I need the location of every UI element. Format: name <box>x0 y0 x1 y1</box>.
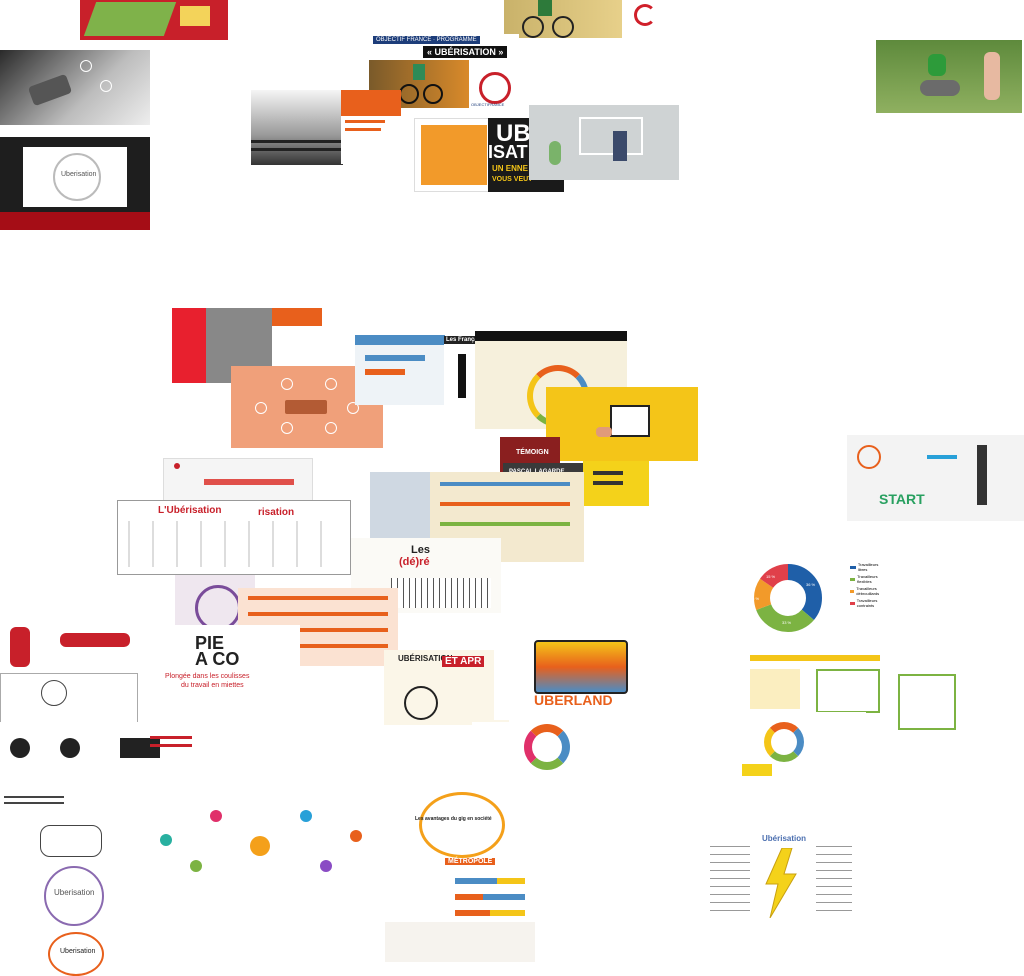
start-label: START <box>879 491 925 507</box>
banner-title: OBJECTIF FRANCE · PROGRAMME <box>373 36 480 44</box>
uberisation-bottom: Uberisation <box>60 948 96 955</box>
temoign-label: TÉMOIGN <box>516 449 549 456</box>
thumb-people-diagram[interactable] <box>0 722 192 792</box>
thumb-orange-book[interactable] <box>341 90 401 164</box>
donut-value-2: 33 % <box>782 620 792 625</box>
thumb-yellow-puzzle[interactable] <box>583 461 649 506</box>
avantages-title: Les avantages du gig en société <box>415 816 492 822</box>
legend-item: Travailleurs débrouillards <box>856 586 880 596</box>
thumb-gray-website[interactable] <box>163 458 313 502</box>
thumb-blue-infographic[interactable] <box>355 335 445 405</box>
thumb-hand-tech[interactable] <box>0 50 150 125</box>
book-sub: UN ENNE <box>492 164 529 173</box>
les-title: Les <box>411 544 430 556</box>
thumb-uberisation-slide[interactable]: Uberisation <box>0 137 150 230</box>
thumb-apps-wheel-right[interactable] <box>706 712 866 777</box>
legend-item: Travailleurs contraints <box>856 598 878 608</box>
thumb-legend-strip[interactable] <box>0 792 70 810</box>
lightning-icon <box>765 848 797 918</box>
wheel-label: Uberisation <box>61 171 97 178</box>
donut-slice-red <box>754 564 822 632</box>
donut-value-4: 15 % <box>766 574 776 579</box>
thumb-moto-delivery[interactable] <box>876 40 1022 113</box>
thumb-orange-doc[interactable] <box>414 118 492 192</box>
thumb-cyclist-top[interactable] <box>504 0 622 38</box>
infographic-header: Les Français <box>444 336 485 344</box>
metropole-label: MÉTROPOLE <box>445 858 496 865</box>
legend-item: Travailleurs libres <box>857 562 879 572</box>
thumb-office-illustration[interactable] <box>529 105 679 180</box>
uberland: UBERLAND <box>534 692 613 708</box>
thumb-objectif-logo-top[interactable] <box>622 0 660 30</box>
thumb-uberisation-circle[interactable]: Uberisation <box>0 930 150 976</box>
thumb-uberisation-wheel-bottom[interactable]: Uberisation <box>0 862 150 932</box>
thumb-black-white-city[interactable] <box>251 90 343 165</box>
et-apres: ET APR <box>442 656 485 667</box>
thumb-comic-sketch[interactable] <box>0 815 152 865</box>
les-title-2: (dé)ré <box>399 556 430 568</box>
thumb-piece-a-coeur[interactable]: PIE A CO Plongée dans les coulisses du t… <box>155 625 300 695</box>
thumb-map-red[interactable] <box>80 0 228 48</box>
thumb-yellow-phone[interactable] <box>546 387 698 461</box>
thumb-objectif-france-programme[interactable]: OBJECTIF FRANCE · PROGRAMME « UBÉRISATIO… <box>369 34 519 108</box>
comic-title-2: risation <box>258 507 295 518</box>
pie-sub: Plongée dans les coulisses <box>165 673 250 680</box>
objectif-logo: OBJECTIFRANCE <box>471 102 505 107</box>
book-ub: UB <box>496 120 531 147</box>
thumb-green-card[interactable] <box>892 668 958 732</box>
thumb-color-wheel-apps[interactable] <box>472 722 622 780</box>
donut-slice-orange <box>754 564 822 632</box>
banner-quote: « UBÉRISATION » <box>423 46 508 58</box>
donut-value-1: 36 % <box>806 582 816 587</box>
legend-item: Travailleurs flexibles <box>857 574 878 584</box>
uber-apres: UBÉRISATION <box>398 654 453 663</box>
pie-title: PIE <box>195 633 225 653</box>
comic-title: L'Ubérisation <box>158 505 222 516</box>
pie-sub-2: du travail en miettes <box>181 682 244 689</box>
thumb-uberisation-et-apres[interactable]: UBÉRISATION ET APR <box>384 650 509 725</box>
wheel-label-2: Uberisation <box>54 888 95 897</box>
donut-slice-green <box>754 564 822 632</box>
uberisation-logo-small: Ubérisation <box>762 834 807 843</box>
thumb-network-colorful[interactable] <box>150 790 380 900</box>
book-isat: ISAT <box>488 142 528 162</box>
thumb-uberland[interactable]: UBERLAND <box>494 630 662 720</box>
thumb-donut-chart[interactable]: 36 % 33 % 15 % 15 % Travailleurs libres … <box>738 560 888 640</box>
donut-value-3: 15 % <box>750 596 760 601</box>
pie-title-2: A CO <box>195 649 240 669</box>
book-sub2: VOUS VEUT <box>492 176 533 183</box>
thumb-comic-bw[interactable] <box>0 673 138 723</box>
thumb-comic-red-robot[interactable] <box>0 597 152 675</box>
thumb-start-doodle[interactable]: START <box>847 435 1024 521</box>
thumb-avantages-metropole[interactable]: Les avantages du gig en société MÉTROPOL… <box>385 782 543 962</box>
thumb-comic-uberisation[interactable]: L'Ubérisation risation <box>117 500 351 575</box>
thumb-uberisation-lightning[interactable]: Ubérisation <box>706 832 856 936</box>
donut-legend: Travailleurs libres Travailleurs flexibl… <box>850 562 888 608</box>
donut-svg <box>754 564 822 632</box>
